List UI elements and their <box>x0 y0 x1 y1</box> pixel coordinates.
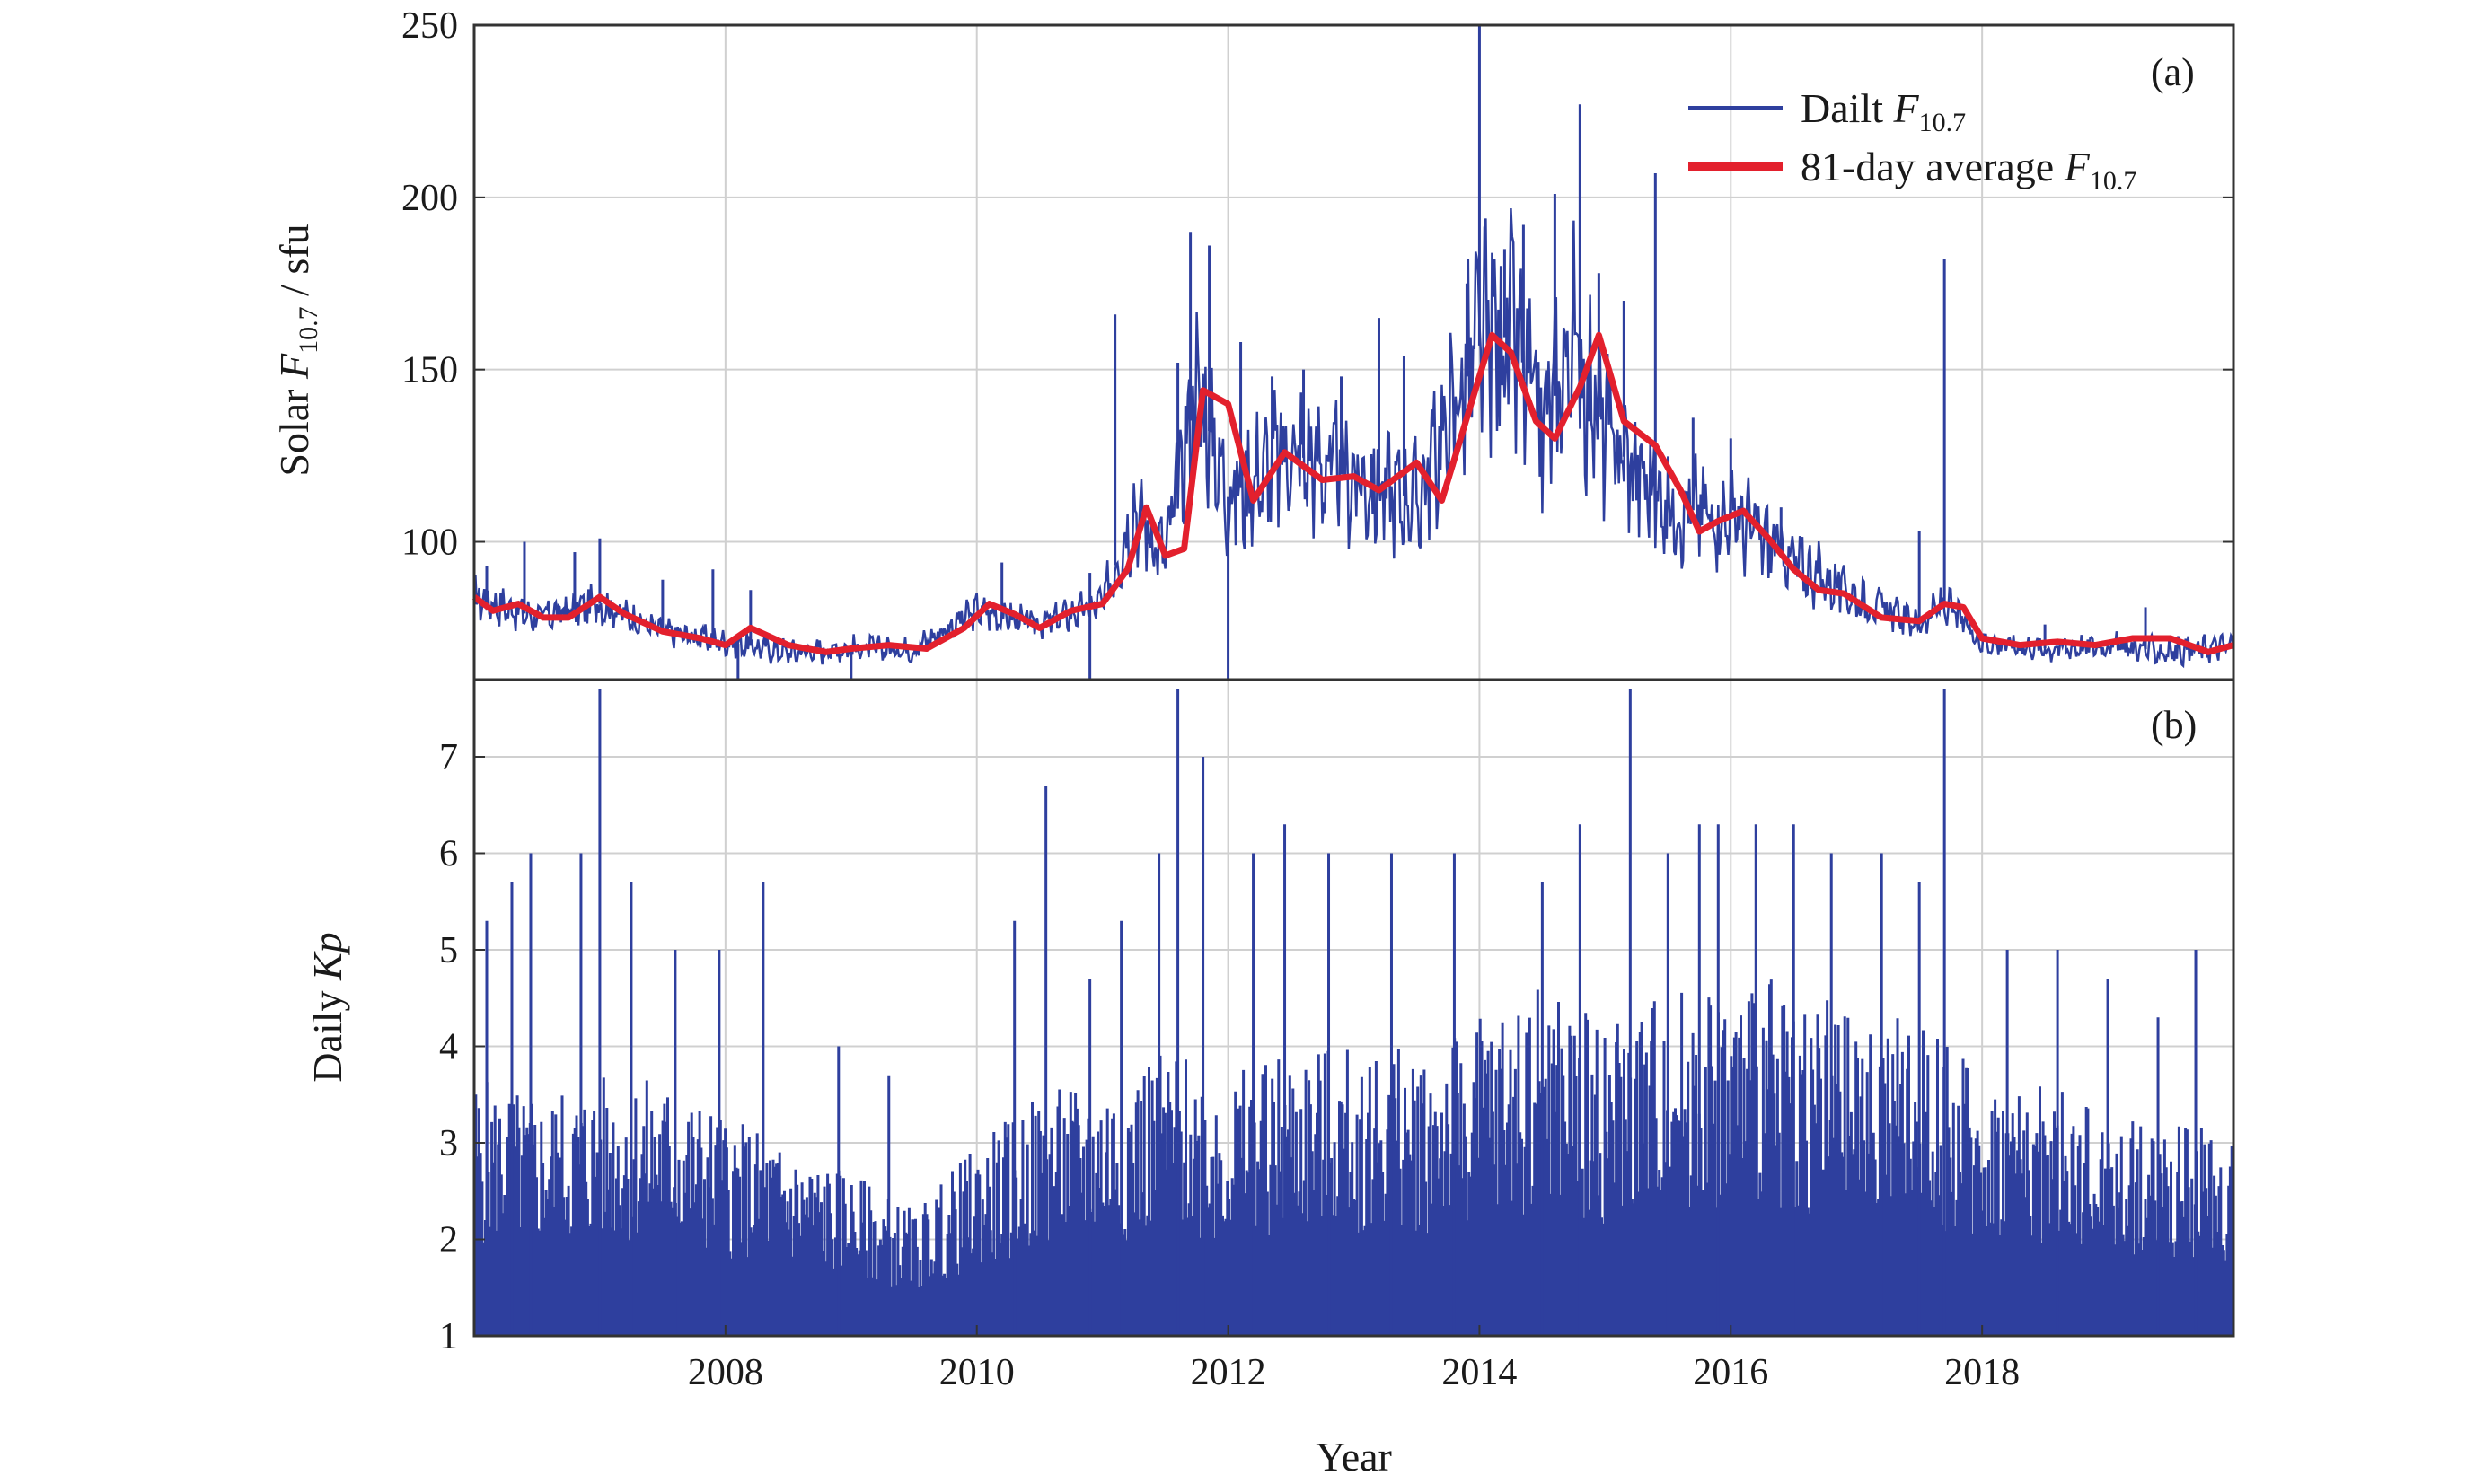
legend-avg-label: 81-day average F10.7 <box>1801 144 2136 196</box>
y-tick-label-b: 4 <box>439 1027 458 1068</box>
legend-avg-sub: 10.7 <box>2090 166 2137 196</box>
y-tick-label-b: 3 <box>439 1123 458 1164</box>
daily-f107-series <box>472 25 2235 680</box>
legend-daily-var: F <box>1892 85 1919 131</box>
y-tick-label-a: 150 <box>401 350 458 391</box>
y-tick-label-b: 5 <box>439 930 458 971</box>
x-tick-label: 2014 <box>1441 1352 1517 1393</box>
avg-f107-series <box>471 331 2234 655</box>
panel-a-frame <box>472 23 2235 681</box>
panel-b-tag: (b) <box>2151 703 2197 747</box>
ylabel-a-prefix: Solar <box>271 379 317 477</box>
y-tick-label-a: 200 <box>401 178 458 219</box>
y-axis-label-b: Daily Kp <box>304 932 350 1082</box>
x-tick-label: 2012 <box>1191 1352 1266 1393</box>
daily-kp-series <box>472 689 2235 1336</box>
daily-kp-bars <box>472 979 2235 1336</box>
y-tick-label-b: 7 <box>439 737 458 778</box>
grid-a <box>474 24 2233 680</box>
legend-avg-var: F <box>2064 144 2091 189</box>
ylabel-b-var: Kp <box>304 932 350 981</box>
legend-a: Dailt F10.7 81-day average F10.7 <box>1688 85 2136 196</box>
x-tick-label: 2016 <box>1693 1352 1768 1393</box>
x-tick-label: 2008 <box>688 1352 763 1393</box>
legend-daily-sub: 10.7 <box>1919 108 1967 137</box>
ylabel-a-suffix: / sfu <box>271 224 317 306</box>
panel-b-frame <box>472 678 2235 1338</box>
legend-avg-prefix: 81-day average <box>1801 144 2065 189</box>
y-tick-label-b: 2 <box>439 1220 458 1261</box>
x-tick-label: 2010 <box>939 1352 1015 1393</box>
avg-f107-line <box>471 331 2234 655</box>
y-tick-label-b: 6 <box>439 834 458 875</box>
y-tick-label-a: 250 <box>401 5 458 47</box>
ylabel-a-sub: 10.7 <box>294 306 323 354</box>
legend-daily-label: Dailt F10.7 <box>1801 85 1966 137</box>
panel-a-tag: (a) <box>2151 50 2195 94</box>
y-tick-label-a: 100 <box>401 522 458 564</box>
ylabel-a-var: F <box>271 353 317 380</box>
ylabel-b-prefix: Daily <box>304 980 350 1083</box>
x-tick-label: 2018 <box>1944 1352 2020 1393</box>
y-ticks-a: 100 150 200 250 <box>401 5 2233 564</box>
x-axis-label: Year <box>1316 1434 1392 1480</box>
daily-f107-line <box>472 207 2235 669</box>
y-ticks-b: 1 2 3 4 5 6 7 <box>439 737 485 1357</box>
y-axis-label-a: Solar F10.7 / sfu <box>271 224 323 476</box>
x-ticks: 2008 2010 2012 2014 2016 2018 <box>688 1325 2020 1393</box>
panel-b-daily-kp: 1 2 3 4 5 6 7 2008 2010 2012 2014 2016 2018 (b) Dai… <box>304 678 2235 1480</box>
legend-daily-prefix: Dailt <box>1801 85 1893 131</box>
y-tick-label-b: 1 <box>439 1316 458 1357</box>
